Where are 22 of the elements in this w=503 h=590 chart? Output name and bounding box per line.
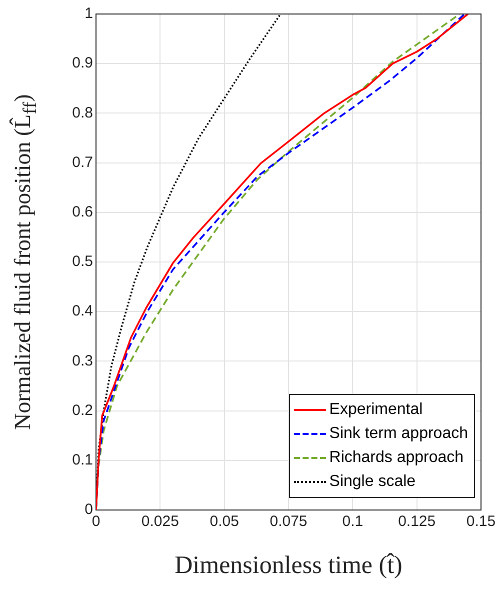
legend-label: Experimental bbox=[329, 400, 423, 420]
y-tick-label: 0.2 bbox=[72, 402, 93, 419]
legend-label: Richards approach bbox=[329, 448, 464, 468]
y-tick-label: 1 bbox=[84, 5, 93, 22]
x-tick-label: 0.05 bbox=[210, 513, 239, 530]
y-tick-label: 0.7 bbox=[72, 154, 93, 171]
x-tick-label: 0.025 bbox=[141, 513, 179, 530]
x-tick-label: 0.125 bbox=[398, 513, 436, 530]
y-tick-label: 0.9 bbox=[72, 54, 93, 72]
y-tick-label: 0.6 bbox=[72, 204, 93, 221]
legend-label: Single scale bbox=[329, 472, 416, 492]
y-tick-label: 0.1 bbox=[72, 452, 93, 469]
y-tick-label: 0.8 bbox=[72, 104, 93, 122]
legend-label: Sink term approach bbox=[329, 424, 468, 444]
y-tick-label: 0.4 bbox=[72, 302, 93, 320]
x-tick-label: 0.15 bbox=[466, 513, 496, 530]
y-tick-label: 0.3 bbox=[72, 352, 93, 370]
x-tick-label: 0.1 bbox=[342, 513, 364, 530]
x-axis-title: Dimensionless time (t̂) bbox=[174, 552, 404, 580]
y-tick-label: 0 bbox=[84, 501, 93, 518]
x-tick-label: 0.075 bbox=[270, 513, 308, 530]
y-tick-label: 0.5 bbox=[72, 253, 93, 270]
